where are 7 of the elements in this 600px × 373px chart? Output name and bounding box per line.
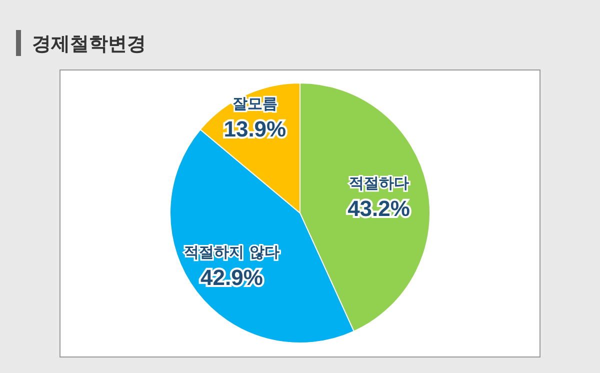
data-label: 43.2%: [348, 196, 410, 221]
chart-title: 경제철학변경: [32, 33, 146, 55]
data-label: 13.9%: [224, 116, 286, 142]
slice-label: 잘모름: [232, 94, 278, 112]
data-label: 42.9%: [200, 264, 263, 290]
slice-label: 적절하다: [348, 174, 409, 192]
slice-label: 적절하지 않다: [184, 242, 280, 261]
